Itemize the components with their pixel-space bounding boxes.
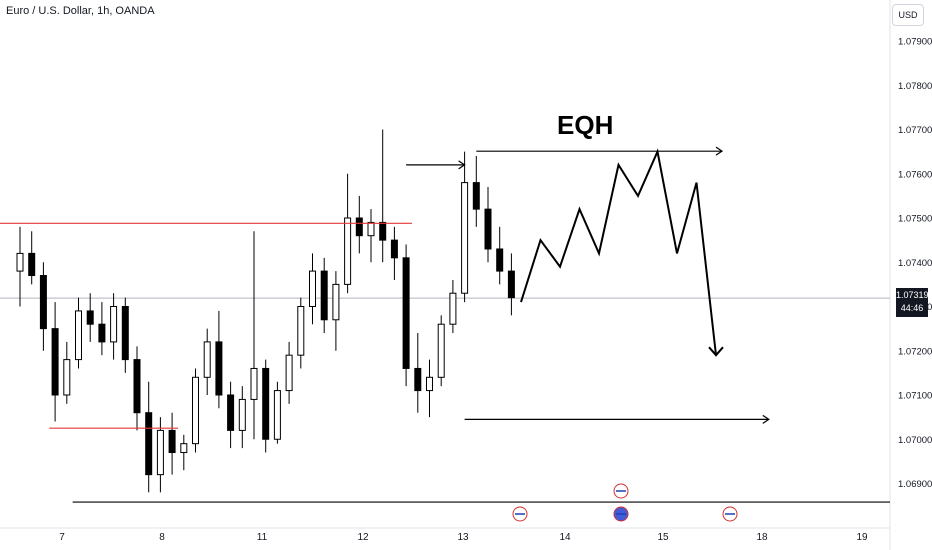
candle-body [51,328,59,396]
candle-body [28,252,36,277]
candle-body [472,182,480,210]
current-price-tag: 1.07319 44:46 [896,288,929,317]
y-tick-label: 1.07600 [898,169,932,180]
candle-body [86,310,94,325]
candle-body [16,252,24,272]
bar-countdown: 44:46 [900,303,924,313]
candle-body [507,270,515,299]
projection-path [520,148,717,356]
candle-body [285,354,293,392]
candle-body [461,182,469,294]
candle-body [496,248,504,272]
x-tick-label: 19 [856,532,868,543]
y-tick-label: 1.07000 [898,435,932,446]
candle-body [110,306,118,343]
candle-body [426,376,433,392]
x-tick-label: 18 [756,532,768,543]
x-tick-label: 15 [657,532,669,543]
y-tick-label: 1.07400 [898,258,932,269]
arrow-head [715,146,724,156]
candle-body [156,429,164,476]
currency-button[interactable]: USD [892,4,924,26]
y-tick-label: 1.07200 [898,346,932,357]
candle-body [273,390,281,440]
candle-body [320,270,328,321]
x-tick-label: 13 [457,532,469,543]
candle-body [192,376,199,445]
y-tick-label: 1.07500 [898,214,932,225]
candle-body [414,367,422,392]
y-tick-label: 1.06900 [898,479,932,490]
y-tick-label: 1.07800 [898,81,932,92]
candle-body [98,323,106,343]
candle-body [168,429,176,454]
candle-body [390,239,398,259]
candle-body [449,292,457,325]
candle-body [180,443,188,454]
candle-body [332,283,340,321]
candle-body [250,367,258,400]
candle-body [262,367,270,440]
y-tick-label: 1.07700 [898,125,932,136]
candle-body [121,306,129,361]
candle-body [145,412,153,476]
candle-body [63,359,71,396]
candle-body [227,394,235,431]
candle-body [437,323,445,378]
x-tick-label: 8 [159,532,165,543]
symbol-title: Euro / U.S. Dollar, 1h, OANDA [6,5,155,17]
candle-body [355,217,363,237]
y-tick-label: 1.07900 [898,37,932,48]
candle-body [203,341,211,378]
y-tick-label: 1.07100 [898,391,932,402]
projection-arrow-head [708,346,724,357]
candle-body [75,310,82,361]
arrow-head [762,414,770,424]
candle-body [215,341,223,396]
current-price-value: 1.07319 [896,290,929,300]
candle-body [402,257,410,369]
x-tick-label: 11 [257,532,268,543]
candle-body [238,398,246,431]
candle-body [367,221,375,237]
candle-body [133,359,141,414]
candle-body [484,208,492,250]
arrow-head [458,160,466,170]
candle-body [309,270,316,308]
candle-body [39,275,47,330]
x-tick-label: 12 [357,532,369,543]
candle-body [379,221,387,241]
candle-body [297,306,305,356]
eqh-annotation: EQH [557,110,614,140]
x-tick-label: 14 [559,532,571,543]
x-tick-label: 7 [59,532,65,543]
candle-body [344,217,352,285]
